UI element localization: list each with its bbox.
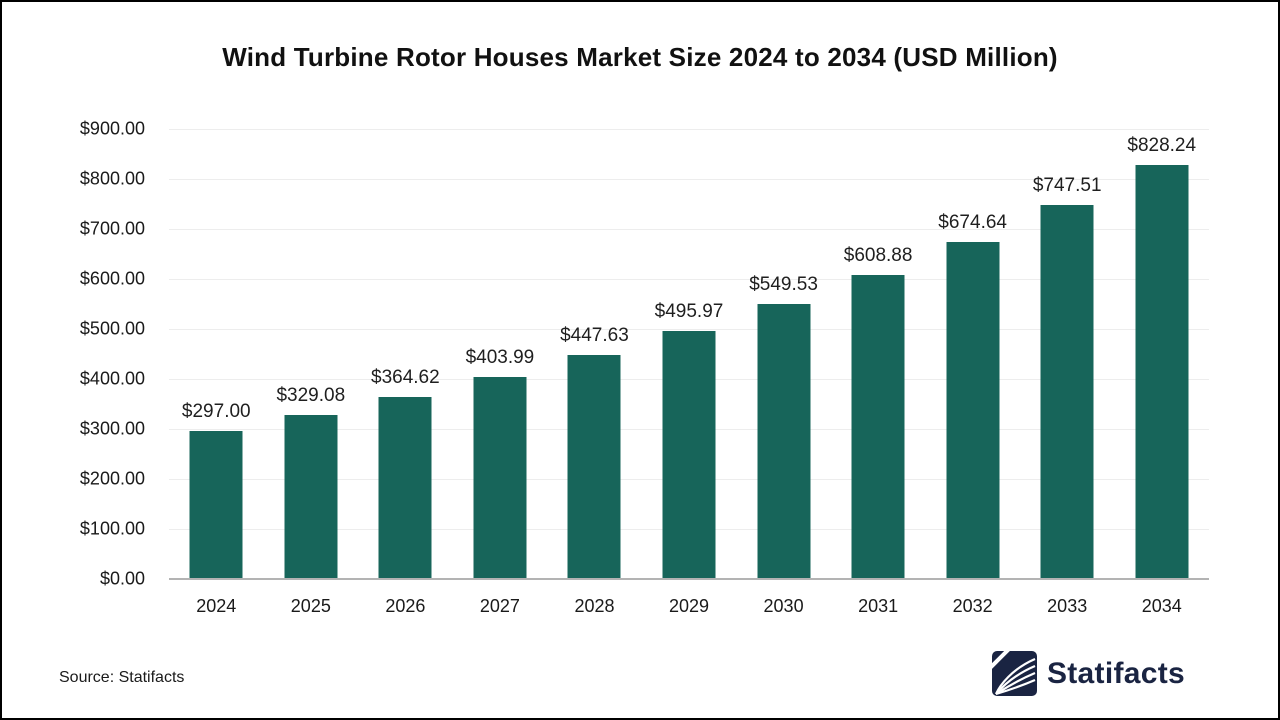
y-axis-tick-label: $900.00 bbox=[79, 118, 145, 139]
bar-column-2030: $549.53 bbox=[736, 129, 831, 579]
y-axis-tick-label: $100.00 bbox=[79, 518, 145, 539]
y-axis-labels: $900.00 $800.00 $700.00 $600.00 $500.00 $400.… bbox=[2, 119, 145, 589]
y-axis-tick-label: $600.00 bbox=[79, 268, 145, 289]
bar-column-2026: $364.62 bbox=[358, 129, 453, 579]
bar-value-label: $608.88 bbox=[843, 244, 913, 266]
gridline bbox=[169, 129, 1209, 130]
bar-2031 bbox=[851, 274, 905, 579]
bar-column-2025: $329.08 bbox=[264, 129, 359, 579]
x-axis-tick-label: 2032 bbox=[952, 596, 993, 616]
bar-2025 bbox=[284, 414, 338, 579]
bar-2034 bbox=[1135, 164, 1189, 579]
brand-logo: Statifacts bbox=[991, 651, 1185, 696]
statifacts-logo-icon bbox=[991, 651, 1037, 696]
x-axis-tick-label: 2034 bbox=[1141, 596, 1182, 616]
x-axis-tick-label: 2031 bbox=[858, 596, 899, 616]
bar-value-label: $329.08 bbox=[276, 384, 346, 406]
bar-value-label: $747.51 bbox=[1032, 175, 1102, 197]
bar-column-2028: $447.63 bbox=[547, 129, 642, 579]
x-axis-labels: 2024 2025 2026 2027 2028 2029 2030 2031 2032 2033… bbox=[169, 596, 1209, 617]
bar-column-2033: $747.51 bbox=[1020, 129, 1115, 579]
bar-2030 bbox=[757, 304, 811, 579]
gridline bbox=[169, 329, 1209, 330]
y-axis-tick-label: $200.00 bbox=[79, 468, 145, 489]
x-axis-tick-label: 2027 bbox=[479, 596, 520, 616]
bar-value-label: $495.97 bbox=[654, 301, 724, 322]
bar-value-label: $674.64 bbox=[938, 211, 1007, 233]
y-axis-tick-label: $700.00 bbox=[79, 218, 145, 239]
bar-2028 bbox=[567, 355, 621, 579]
bar-value-label: $364.62 bbox=[371, 366, 440, 388]
y-axis-tick-label: $400.00 bbox=[79, 368, 145, 389]
bar-column-2032: $674.64 bbox=[925, 129, 1020, 579]
x-axis-tick-label: 2024 bbox=[196, 596, 237, 616]
bar-column-2027: $403.99 bbox=[453, 129, 548, 579]
x-axis-tick-label: 2033 bbox=[1047, 596, 1088, 616]
x-axis-tick-label: 2026 bbox=[385, 596, 426, 616]
bar-column-2031: $608.88 bbox=[831, 129, 926, 579]
x-axis-tick-label: 2025 bbox=[290, 596, 331, 616]
bar-2027 bbox=[473, 377, 527, 579]
bar-value-label: $403.99 bbox=[465, 347, 535, 368]
bar-column-2034: $828.24 bbox=[1114, 129, 1209, 579]
bar-2024 bbox=[189, 430, 243, 579]
bar-value-label: $297.00 bbox=[181, 400, 251, 422]
x-axis-line bbox=[169, 578, 1209, 580]
bar-value-label: $447.63 bbox=[560, 325, 629, 347]
brand-name: Statifacts bbox=[1046, 656, 1185, 690]
bar-2029 bbox=[662, 331, 716, 579]
chart-title: Wind Turbine Rotor Houses Market Size 20… bbox=[222, 42, 1058, 72]
x-axis-tick-label: 2028 bbox=[574, 596, 615, 616]
y-axis-tick-label: $0.00 bbox=[99, 568, 145, 589]
plot-area: $297.00 $329.08 $364.62 $403.99 $447.63 $495.… bbox=[169, 129, 1209, 580]
y-axis-tick-label: $500.00 bbox=[79, 318, 145, 339]
bar-2032 bbox=[946, 241, 1000, 579]
bars-container: $297.00 $329.08 $364.62 $403.99 $447.63 $495.… bbox=[169, 129, 1209, 579]
bar-2033 bbox=[1040, 205, 1094, 579]
source-text: Source: Statifacts bbox=[59, 669, 185, 686]
gridline bbox=[169, 179, 1209, 180]
bar-value-label: $828.24 bbox=[1127, 134, 1197, 156]
x-axis-tick-label: 2029 bbox=[668, 596, 710, 616]
bar-2026 bbox=[378, 396, 432, 579]
bar-column-2024: $297.00 bbox=[169, 129, 264, 579]
bar-column-2029: $495.97 bbox=[642, 129, 737, 579]
gridline bbox=[169, 279, 1209, 280]
y-axis-tick-label: $800.00 bbox=[79, 168, 145, 189]
bar-value-label: $549.53 bbox=[749, 274, 818, 296]
y-axis-tick-label: $300.00 bbox=[79, 418, 145, 439]
x-axis-tick-label: 2030 bbox=[763, 596, 804, 616]
gridline bbox=[169, 229, 1209, 230]
